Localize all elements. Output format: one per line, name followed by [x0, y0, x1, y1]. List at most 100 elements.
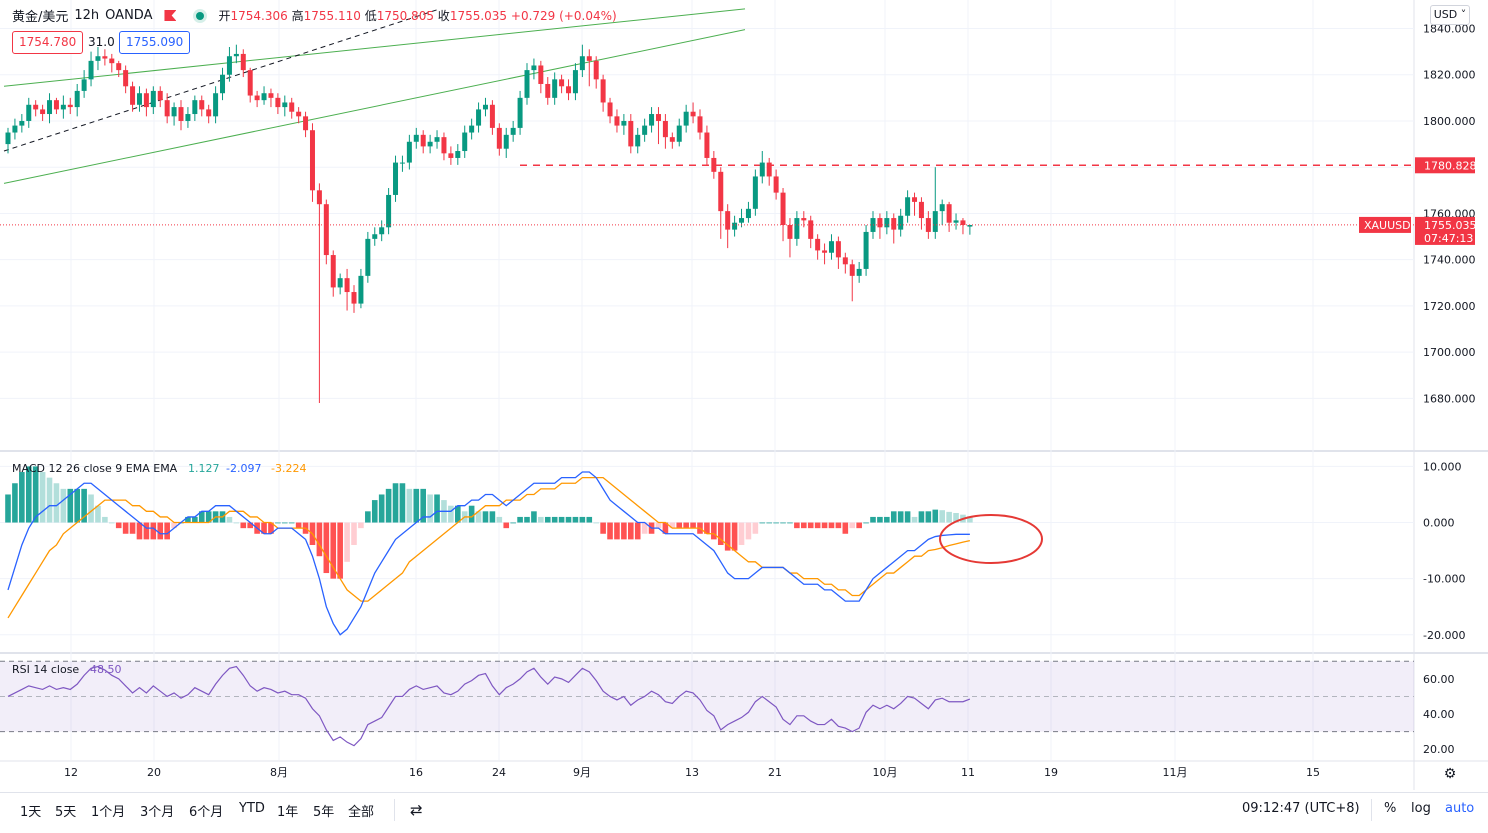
- candle-body: [47, 100, 53, 115]
- macd-histogram-bar: [745, 522, 752, 540]
- currency-label: USD: [1433, 8, 1458, 21]
- range-all[interactable]: 全部: [348, 805, 375, 820]
- interval-label[interactable]: 12h: [74, 8, 100, 23]
- candle-body: [233, 53, 239, 57]
- candle-body: [884, 218, 890, 228]
- macd-histogram-bar: [122, 522, 129, 534]
- range-1y[interactable]: 1年: [277, 805, 299, 820]
- candle-body: [316, 190, 322, 205]
- candle-body: [482, 104, 488, 110]
- symbol-tag-label: XAUUSD: [1364, 219, 1411, 232]
- auto-toggle[interactable]: auto: [1445, 801, 1475, 816]
- candle-body: [642, 125, 648, 135]
- range-5y[interactable]: 5年: [313, 805, 335, 820]
- macd-histogram-bar: [628, 522, 634, 540]
- macd-histogram-bar: [967, 516, 973, 523]
- candle-body: [669, 137, 675, 142]
- percent-toggle[interactable]: %: [1384, 801, 1397, 816]
- toolbar-divider: [1371, 799, 1372, 821]
- macd-histogram-bar: [600, 522, 606, 534]
- candle-body: [116, 63, 122, 71]
- candle-body: [296, 111, 302, 117]
- candle-body: [489, 104, 495, 128]
- symbol-name[interactable]: 黄金/美元: [12, 10, 69, 25]
- macd-histogram-bar: [316, 522, 323, 557]
- sell-price-box[interactable]: 1754.780: [12, 31, 84, 54]
- macd-signal-line: [7, 476, 971, 619]
- last-price-tag-label: 1755.035: [1424, 219, 1477, 232]
- candle-body: [600, 79, 606, 103]
- macd-histogram-bar: [282, 522, 288, 524]
- open-label: 开: [218, 9, 231, 23]
- candle-body: [123, 70, 129, 87]
- candle-body: [503, 134, 509, 149]
- candle-body: [455, 151, 461, 158]
- candle-body: [192, 100, 198, 115]
- macd-histogram-bar: [337, 522, 343, 579]
- candle-body: [621, 120, 627, 126]
- candle-body: [953, 220, 959, 223]
- buy-price-box[interactable]: 1755.090: [119, 31, 191, 54]
- open-value: 1754.306: [230, 9, 288, 23]
- candle-body: [476, 109, 482, 126]
- high-value: 1755.110: [303, 9, 361, 23]
- candle-body: [579, 56, 585, 71]
- macd-histogram-bar: [731, 522, 738, 551]
- candle-body: [157, 90, 163, 101]
- symbol-tag: [1359, 216, 1411, 233]
- macd-histogram-bar: [434, 494, 440, 523]
- macd-histogram-bar: [503, 522, 510, 529]
- candle-body: [538, 65, 544, 84]
- range-3m[interactable]: 3个月: [140, 805, 175, 820]
- macd-histogram-bar: [884, 516, 890, 523]
- range-1d[interactable]: 1天: [20, 805, 42, 820]
- level-price-tag: [1415, 157, 1475, 174]
- flag-icon[interactable]: [164, 10, 177, 21]
- candle-body: [545, 83, 551, 98]
- macd-histogram-bar: [607, 522, 613, 540]
- candle-body: [81, 79, 87, 91]
- range-6m[interactable]: 6个月: [189, 805, 224, 820]
- range-1m[interactable]: 1个月: [91, 805, 126, 820]
- candle-body: [517, 97, 523, 128]
- candle-body: [171, 107, 177, 117]
- change-value: +0.729 (+0.04%): [510, 9, 617, 23]
- macd-histogram-bar: [849, 522, 856, 529]
- date-range-icon[interactable]: ⇄: [410, 801, 423, 819]
- time-axis-label: 12: [64, 766, 78, 779]
- macd-histogram-bar: [842, 522, 849, 534]
- candle-body: [635, 134, 641, 147]
- close-value: 1755.035: [449, 9, 508, 23]
- range-ytd[interactable]: YTD: [239, 801, 265, 816]
- macd-histogram-bar: [759, 522, 766, 524]
- range-5d[interactable]: 5天: [55, 805, 77, 820]
- macd-histogram-bar: [856, 522, 862, 529]
- macd-histogram-bar: [828, 522, 835, 529]
- macd-histogram-bar: [406, 488, 413, 523]
- macd-histogram-bar: [766, 522, 772, 524]
- ohlc-values: 开1754.306 高1755.110 低1750.805 收1755.035 …: [218, 7, 616, 24]
- macd-histogram-bar: [365, 511, 371, 523]
- candle-body: [932, 211, 938, 232]
- macd-histogram-bar: [807, 522, 814, 529]
- candle-body: [309, 130, 315, 191]
- gear-icon[interactable]: ⚙: [1444, 766, 1457, 782]
- currency-select[interactable]: USD ˅: [1430, 5, 1470, 25]
- candle-body: [74, 90, 80, 108]
- candle-body: [572, 70, 578, 94]
- macd-histogram-bar: [344, 522, 350, 562]
- log-toggle[interactable]: log: [1411, 801, 1431, 816]
- clock[interactable]: 09:12:47 (UTC+8): [1242, 801, 1360, 816]
- macd-histogram-bar: [835, 522, 842, 529]
- price-tick-label: 1800.000: [1423, 115, 1476, 128]
- candle-body: [5, 132, 11, 145]
- time-axis-label: 15: [1306, 766, 1320, 779]
- macd-histogram-bar: [295, 522, 302, 529]
- macd-histogram-bar: [46, 477, 53, 523]
- macd-histogram-bar: [870, 516, 876, 523]
- macd-histogram-bar: [5, 494, 11, 523]
- chevron-down-icon: ˅: [1460, 8, 1467, 21]
- candle-body: [801, 218, 807, 221]
